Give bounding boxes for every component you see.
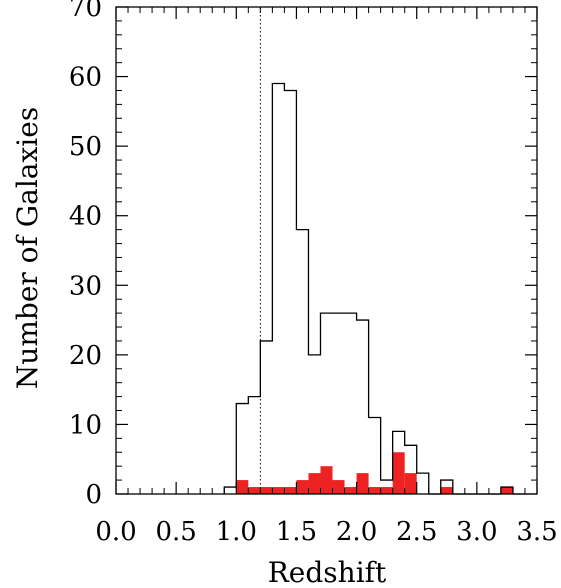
y-tick-label-3: 30 (69, 271, 102, 301)
y-axis-title: Number of Galaxies (11, 107, 44, 389)
filled-bar-13 (392, 452, 405, 494)
x-tick-label-0: 0.0 (95, 517, 136, 547)
plot-frame (115, 6, 538, 495)
axis-ticks (115, 6, 538, 495)
filled-bar-10 (356, 473, 369, 494)
x-tick-label-6: 3.0 (456, 517, 497, 547)
filled-bar-3 (272, 487, 285, 494)
filled-bar-9 (344, 487, 357, 494)
filled-bar-5 (296, 480, 309, 494)
y-tick-label-4: 40 (69, 202, 102, 232)
x-tick-label-1: 0.5 (155, 517, 196, 547)
x-tick-label-2: 1.0 (216, 517, 257, 547)
y-tick-labels: 0 10 20 30 40 50 60 70 (69, 0, 102, 510)
filled-bar-6 (308, 473, 321, 494)
filled-bar-14 (404, 473, 417, 494)
filled-bar-2 (260, 487, 273, 494)
y-tick-label-6: 60 (69, 63, 102, 93)
filled-bar-7 (320, 466, 333, 494)
filled-bar-12 (380, 487, 393, 494)
filled-bar-1 (248, 487, 261, 494)
filled-bar-16 (500, 487, 513, 494)
y-tick-label-2: 20 (69, 341, 102, 371)
y-tick-label-0: 0 (85, 480, 102, 510)
filled-bar-8 (332, 480, 345, 494)
outline-histogram-series (223, 82, 525, 495)
x-axis-title: Redshift (268, 556, 387, 588)
filled-bar-0 (236, 480, 249, 494)
filled-bar-4 (284, 487, 297, 494)
filled-bar-15 (440, 487, 453, 494)
x-tick-label-3: 1.5 (276, 517, 317, 547)
x-tick-label-7: 3.5 (516, 517, 557, 547)
x-tick-label-4: 2.0 (336, 517, 377, 547)
filled-bar-11 (368, 487, 381, 494)
x-tick-labels: 0.0 0.5 1.0 1.5 2.0 2.5 3.0 3.5 (95, 517, 557, 547)
y-tick-label-1: 10 (69, 410, 102, 440)
y-tick-label-7: 70 (69, 0, 102, 23)
x-tick-label-5: 2.5 (396, 517, 437, 547)
filled-histogram-series (236, 452, 513, 494)
y-tick-label-5: 50 (69, 132, 102, 162)
